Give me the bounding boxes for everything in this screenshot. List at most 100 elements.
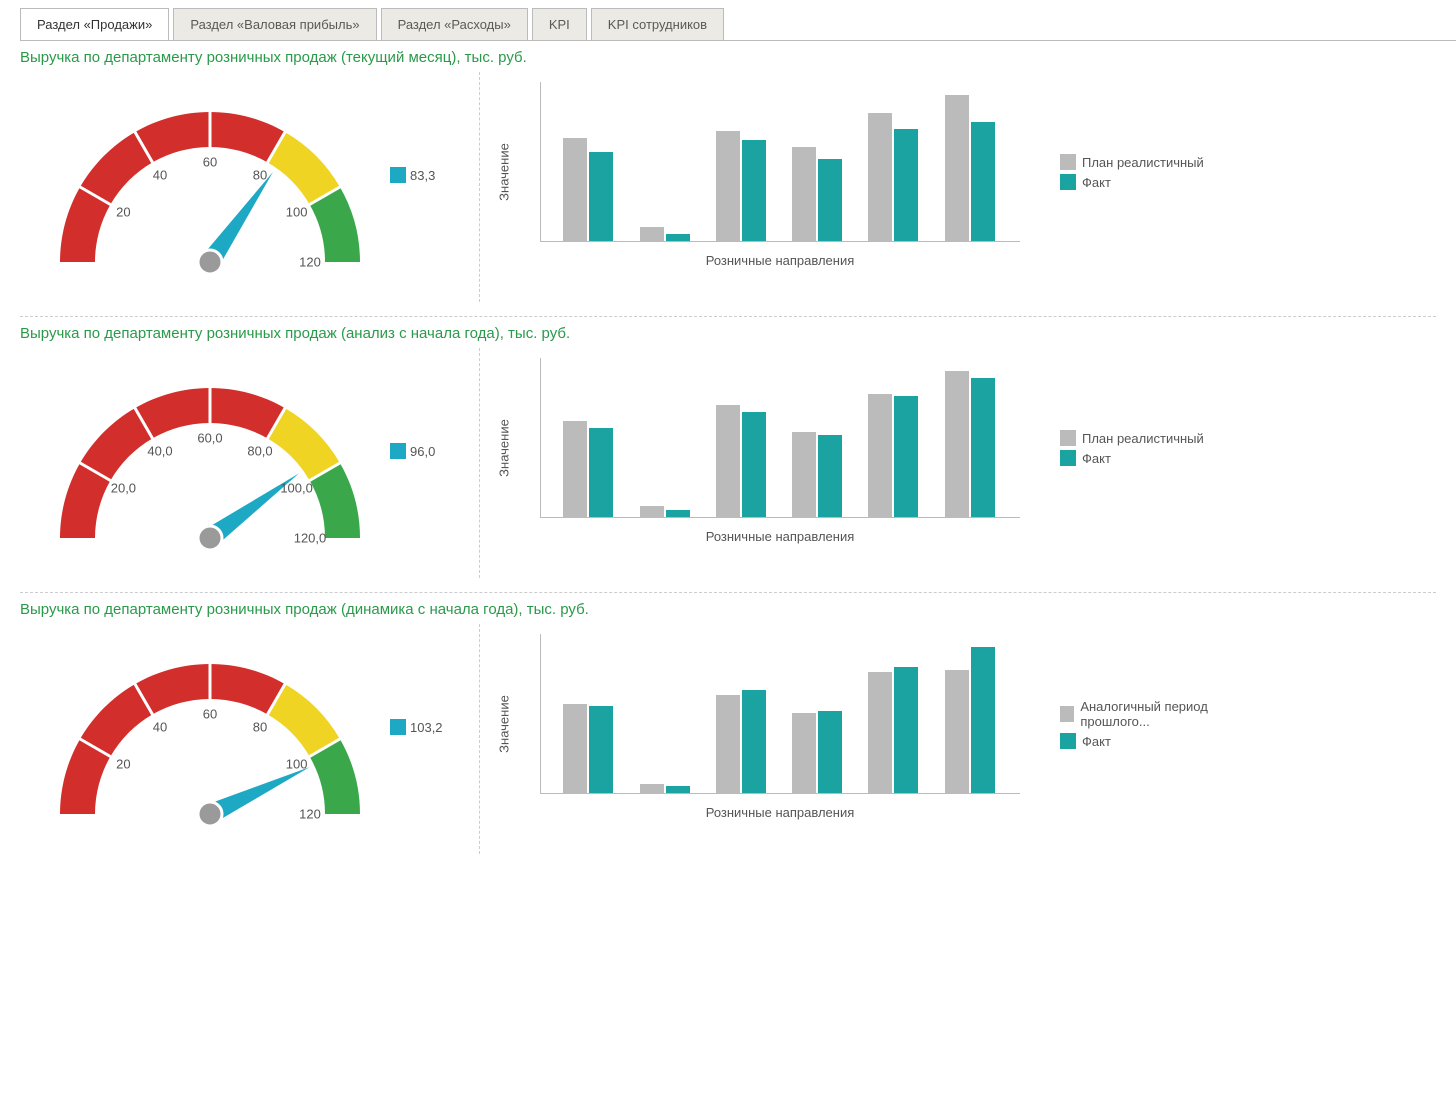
bar-chart: ЗначениеРозничные направления — [510, 72, 1030, 272]
legend-label: Факт — [1082, 451, 1111, 466]
gauge-tick-label: 40 — [153, 168, 167, 183]
gauge-wrap: 20406080100120 — [50, 82, 370, 282]
gauge-svg — [50, 82, 370, 282]
bar-fact — [666, 786, 690, 793]
section-title: Выручка по департаменту розничных продаж… — [20, 325, 1436, 342]
bar-plan — [640, 784, 664, 793]
tabs-bar: Раздел «Продажи»Раздел «Валовая прибыль»… — [20, 8, 1456, 41]
gauge-tick-label: 20,0 — [111, 481, 136, 496]
bar-group — [640, 506, 690, 517]
legend-swatch — [1060, 154, 1076, 170]
gauge-wrap: 20406080100120 — [50, 634, 370, 834]
tab-1[interactable]: Раздел «Валовая прибыль» — [173, 8, 376, 40]
legend-label: План реалистичный — [1082, 155, 1204, 170]
bar-group — [716, 690, 766, 793]
bar-plan — [945, 670, 969, 793]
bar-plan — [716, 695, 740, 793]
gauge-value-label: 96,0 — [410, 444, 435, 459]
bar-fact — [666, 510, 690, 517]
gauge-swatch — [390, 443, 406, 459]
section-body: 20406080100120103,2ЗначениеРозничные нап… — [20, 624, 1436, 854]
section-body: 2040608010012083,3ЗначениеРозничные напр… — [20, 72, 1436, 302]
bar-group — [716, 405, 766, 517]
chart-legend: План реалистичный Факт — [1060, 426, 1204, 470]
bar-plan — [640, 227, 664, 241]
bar-fact — [742, 140, 766, 241]
bar-group — [868, 667, 918, 793]
bar-plan — [792, 147, 816, 241]
bar-group — [563, 421, 613, 517]
gauge-value-label: 83,3 — [410, 168, 435, 183]
gauge-wrap: 20,040,060,080,0100,0120,0 — [50, 358, 370, 558]
legend-swatch — [1060, 430, 1076, 446]
dashboard-section: Выручка по департаменту розничных продаж… — [20, 325, 1436, 593]
bar-group — [563, 704, 613, 793]
legend-item: План реалистичный — [1060, 154, 1204, 170]
chart-ylabel: Значение — [497, 143, 512, 201]
gauge-tick-label: 60 — [203, 155, 217, 170]
tab-3[interactable]: KPI — [532, 8, 587, 40]
tab-0[interactable]: Раздел «Продажи» — [20, 8, 169, 40]
gauge-tick-label: 80 — [253, 720, 267, 735]
tab-2[interactable]: Раздел «Расходы» — [381, 8, 528, 40]
legend-label: Аналогичный период прошлого... — [1080, 699, 1260, 729]
gauge-value-label: 103,2 — [410, 720, 443, 735]
legend-label: Факт — [1082, 175, 1111, 190]
bar-group — [792, 432, 842, 517]
bar-plan — [868, 113, 892, 241]
gauge-tick-label: 120 — [299, 255, 321, 270]
bar-plan — [716, 131, 740, 241]
gauge-value-legend: 96,0 — [390, 443, 435, 459]
legend-item: Аналогичный период прошлого... — [1060, 699, 1260, 729]
bar-fact — [589, 706, 613, 793]
section-title: Выручка по департаменту розничных продаж… — [20, 49, 1436, 66]
bar-fact — [742, 690, 766, 793]
bar-fact — [589, 152, 613, 241]
bar-chart-area — [540, 82, 1020, 242]
gauge-swatch — [390, 167, 406, 183]
legend-item: Факт — [1060, 174, 1204, 190]
chart-legend: Аналогичный период прошлого... Факт — [1060, 695, 1260, 753]
bar-group — [945, 95, 995, 241]
bar-plan — [716, 405, 740, 517]
chart-xlabel: Розничные направления — [540, 529, 1020, 544]
tab-4[interactable]: KPI сотрудников — [591, 8, 724, 40]
gauge-tick-label: 100 — [286, 205, 308, 220]
bar-group — [563, 138, 613, 241]
gauge-tick-label: 100,0 — [280, 481, 313, 496]
legend-label: Факт — [1082, 734, 1111, 749]
bar-chart-area — [540, 634, 1020, 794]
chart-xlabel: Розничные направления — [540, 805, 1020, 820]
bar-fact — [971, 647, 995, 793]
bar-fact — [894, 667, 918, 793]
section-body: 20,040,060,080,0100,0120,096,0ЗначениеРо… — [20, 348, 1436, 578]
bar-chart: ЗначениеРозничные направления — [510, 348, 1030, 548]
bar-fact — [818, 435, 842, 517]
gauge-value-legend: 103,2 — [390, 719, 443, 735]
bar-plan — [563, 421, 587, 517]
bar-plan — [792, 713, 816, 793]
section-title: Выручка по департаменту розничных продаж… — [20, 601, 1436, 618]
gauge-tick-label: 20 — [116, 757, 130, 772]
gauge-svg — [50, 634, 370, 834]
legend-item: План реалистичный — [1060, 430, 1204, 446]
bar-plan — [945, 371, 969, 517]
bar-fact — [589, 428, 613, 517]
bar-group — [640, 227, 690, 241]
gauge-tick-label: 40 — [153, 720, 167, 735]
bar-fact — [971, 378, 995, 517]
legend-swatch — [1060, 706, 1074, 722]
bar-group — [640, 784, 690, 793]
chart-ylabel: Значение — [497, 419, 512, 477]
bar-chart-area — [540, 358, 1020, 518]
gauge-tick-label: 100 — [286, 757, 308, 772]
bar-group — [792, 147, 842, 241]
bar-group — [868, 394, 918, 517]
bar-plan — [640, 506, 664, 517]
gauge-value-legend: 83,3 — [390, 167, 435, 183]
bar-group — [945, 371, 995, 517]
gauge-tick-label: 20 — [116, 205, 130, 220]
gauge-swatch — [390, 719, 406, 735]
bar-plan — [563, 704, 587, 793]
chart-xlabel: Розничные направления — [540, 253, 1020, 268]
